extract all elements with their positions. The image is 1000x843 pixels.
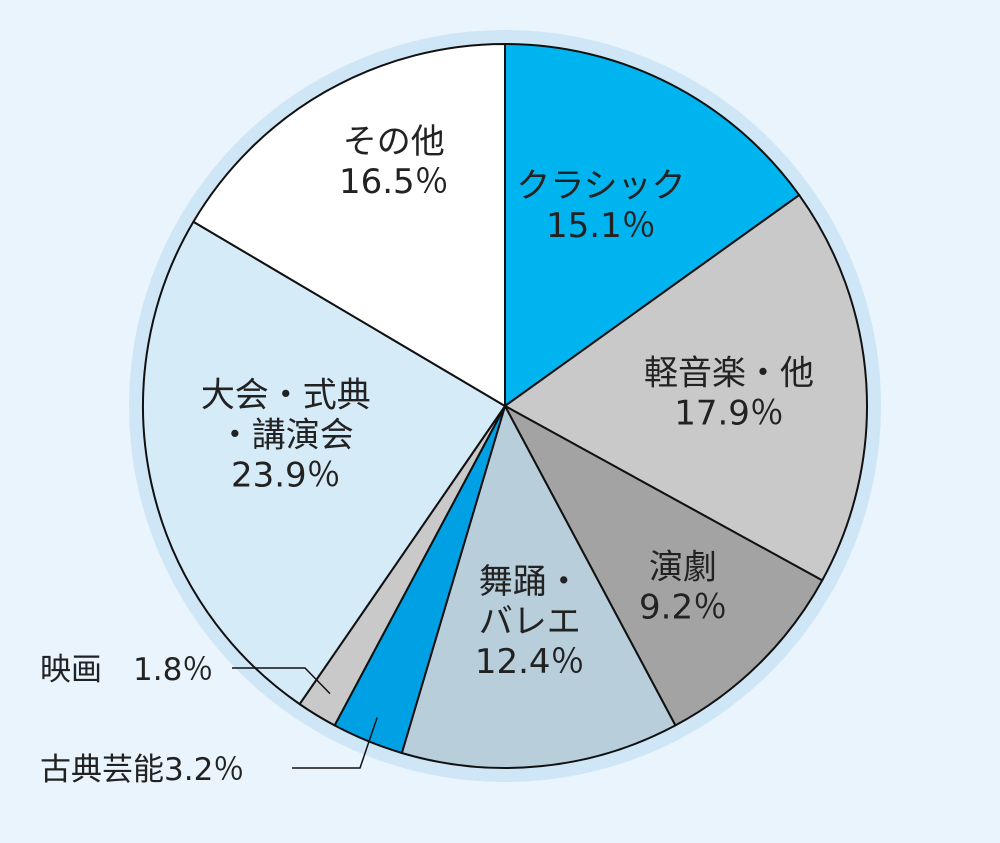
slice-label: 大会・式典・講演会 23.9％ — [201, 375, 371, 495]
slice-name-label: 軽音楽・他 — [644, 354, 814, 394]
pie-slice — [192, 43, 506, 407]
slice-name-label: 演劇 — [649, 547, 717, 587]
pie-slice — [504, 43, 801, 407]
pie-slice — [504, 405, 824, 727]
slice-label: 軽音楽・他 17.9％ — [644, 354, 814, 434]
slice-name-label: その他 — [343, 122, 445, 162]
slice-value-label: 17.9％ — [674, 394, 784, 434]
pie-slice — [400, 405, 677, 769]
slice-value-label: 16.5％ — [339, 162, 449, 202]
slice-name-label: 大会・式典 — [201, 375, 371, 415]
slice-name-label: ・講演会 — [218, 415, 354, 455]
pie-slice — [504, 194, 868, 582]
slice-value-label: 9.2％ — [639, 587, 727, 627]
slice-name-label: 舞踊・ — [479, 562, 581, 602]
slice-name-label: バレエ — [479, 602, 581, 642]
leader-line — [292, 717, 378, 769]
outside-slice-label: 映画 1.8％ — [40, 652, 213, 688]
outside-slice-label: 古典芸能3.2％ — [40, 752, 244, 788]
slice-value-label: 15.1％ — [546, 206, 656, 246]
slice-value-label: 23.9％ — [231, 455, 341, 495]
slice-value-label: 12.4％ — [475, 642, 585, 682]
pie-slice — [142, 220, 506, 706]
slice-label: 舞踊・バレエ 12.4％ — [475, 562, 585, 682]
slice-label: 演劇 9.2％ — [639, 547, 727, 627]
slice-label: その他 16.5％ — [339, 122, 449, 202]
slice-label: クラシック 15.1％ — [516, 166, 685, 246]
slice-name-label: クラシック — [516, 166, 685, 206]
leader-line — [232, 667, 331, 695]
